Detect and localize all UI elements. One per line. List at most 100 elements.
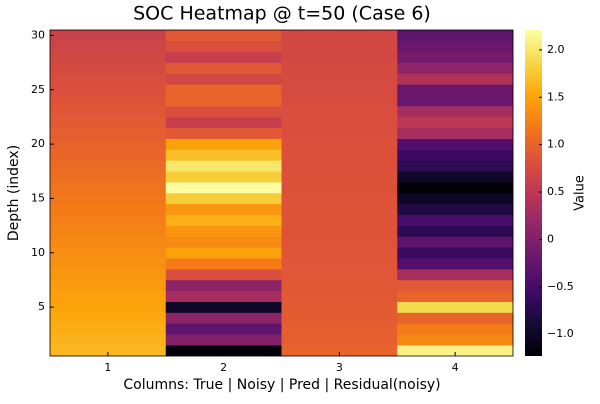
heatmap-cell bbox=[165, 127, 282, 139]
heatmap-cell bbox=[50, 171, 167, 183]
colorbar-tick-label: 2.0 bbox=[547, 43, 565, 56]
heatmap-cell bbox=[165, 160, 282, 172]
heatmap-cell bbox=[50, 225, 167, 237]
heatmap-cell bbox=[50, 279, 167, 292]
heatmap-cell bbox=[281, 95, 398, 107]
heatmap-cell bbox=[50, 106, 167, 118]
heatmap-cell bbox=[397, 236, 514, 248]
heatmap-cell bbox=[50, 138, 167, 150]
heatmap-cell bbox=[50, 40, 167, 53]
heatmap-cell bbox=[397, 138, 514, 150]
heatmap-cell bbox=[397, 247, 514, 259]
heatmap-cell bbox=[165, 84, 282, 96]
heatmap-cell bbox=[281, 225, 398, 237]
heatmap-cell bbox=[165, 73, 282, 85]
heatmap-cell bbox=[281, 149, 398, 161]
heatmap-cell bbox=[50, 62, 167, 74]
heatmap-cell bbox=[281, 269, 398, 281]
heatmap-cell bbox=[397, 193, 514, 205]
heatmap-cell bbox=[281, 182, 398, 194]
heatmap-cell bbox=[281, 84, 398, 96]
y-tick-label: 30 bbox=[31, 28, 45, 41]
heatmap-cell bbox=[397, 323, 514, 335]
heatmap-cell bbox=[281, 40, 398, 53]
heatmap-cell bbox=[397, 62, 514, 74]
x-tick-label: 4 bbox=[452, 361, 459, 374]
heatmap-cell bbox=[165, 279, 282, 292]
y-tick-label: 10 bbox=[31, 246, 45, 259]
heatmap-cell bbox=[397, 225, 514, 237]
chart-title: SOC Heatmap @ t=50 (Case 6) bbox=[133, 3, 431, 25]
heatmap-cell bbox=[50, 160, 167, 172]
heatmap-cell bbox=[165, 334, 282, 346]
heatmap-cell bbox=[50, 269, 167, 281]
heatmap-cell bbox=[165, 269, 282, 281]
heatmap-cell bbox=[50, 334, 167, 346]
heatmap-cell bbox=[281, 312, 398, 324]
heatmap-cell bbox=[281, 290, 398, 302]
heatmap-cell bbox=[165, 290, 282, 302]
heatmap-cell bbox=[50, 116, 167, 129]
heatmap-cell bbox=[281, 214, 398, 226]
heatmap-cell bbox=[50, 258, 167, 270]
heatmap-cell bbox=[165, 182, 282, 194]
heatmap-cell bbox=[165, 106, 282, 118]
heatmap-cell bbox=[281, 171, 398, 183]
heatmap-cell bbox=[397, 106, 514, 118]
heatmap-cell bbox=[397, 73, 514, 85]
heatmap-cell bbox=[50, 84, 167, 96]
heatmap-cell bbox=[165, 247, 282, 259]
heatmap-cell bbox=[281, 138, 398, 150]
heatmap-cell bbox=[50, 193, 167, 205]
heatmap-cell bbox=[397, 269, 514, 281]
heatmap-cell bbox=[397, 84, 514, 96]
heatmap-cell bbox=[165, 203, 282, 216]
colorbar bbox=[525, 30, 542, 356]
heatmap-cell bbox=[397, 214, 514, 226]
heatmap-cell bbox=[50, 30, 167, 42]
heatmap-cell bbox=[165, 116, 282, 129]
heatmap-cell bbox=[50, 95, 167, 107]
heatmap-cell bbox=[397, 279, 514, 292]
heatmap-cell bbox=[165, 51, 282, 63]
x-tick-label: 2 bbox=[220, 361, 227, 374]
heatmap-cell bbox=[165, 30, 282, 42]
heatmap-cell bbox=[165, 40, 282, 53]
heatmap-cell bbox=[397, 95, 514, 107]
y-axis-label: Depth (index) bbox=[6, 145, 22, 241]
heatmap-cell bbox=[397, 171, 514, 183]
heatmap-cell bbox=[281, 73, 398, 85]
heatmap-cell bbox=[165, 138, 282, 150]
y-tick-label: 15 bbox=[31, 191, 45, 204]
y-tick-label: 20 bbox=[31, 137, 45, 150]
heatmap-cell bbox=[165, 62, 282, 74]
heatmap-cell bbox=[50, 312, 167, 324]
heatmap-cell bbox=[281, 193, 398, 205]
heatmap-cell bbox=[281, 116, 398, 129]
heatmap-cell bbox=[281, 30, 398, 42]
y-tick-label: 25 bbox=[31, 83, 45, 96]
heatmap-cell bbox=[165, 312, 282, 324]
heatmap-cell bbox=[165, 323, 282, 335]
heatmap-cell bbox=[397, 301, 514, 313]
heatmap-cell bbox=[50, 214, 167, 226]
heatmap-cell bbox=[281, 334, 398, 346]
heatmap-cell bbox=[165, 149, 282, 161]
heatmap-cell bbox=[165, 345, 282, 357]
heatmap-cell bbox=[281, 301, 398, 313]
heatmap-cell bbox=[397, 30, 514, 42]
heatmap-cell bbox=[397, 345, 514, 357]
heatmap-cell bbox=[397, 149, 514, 161]
heatmap-cell bbox=[50, 182, 167, 194]
heatmap-cell bbox=[50, 345, 167, 357]
heatmap-cell bbox=[165, 258, 282, 270]
heatmap-cell bbox=[281, 258, 398, 270]
heatmap-cell bbox=[165, 225, 282, 237]
colorbar-tick-label: −0.5 bbox=[547, 280, 574, 293]
heatmap-cell bbox=[397, 258, 514, 270]
heatmap-cell bbox=[50, 203, 167, 216]
heatmap-cell bbox=[281, 247, 398, 259]
heatmap-cell bbox=[397, 160, 514, 172]
heatmap-cell bbox=[281, 345, 398, 357]
